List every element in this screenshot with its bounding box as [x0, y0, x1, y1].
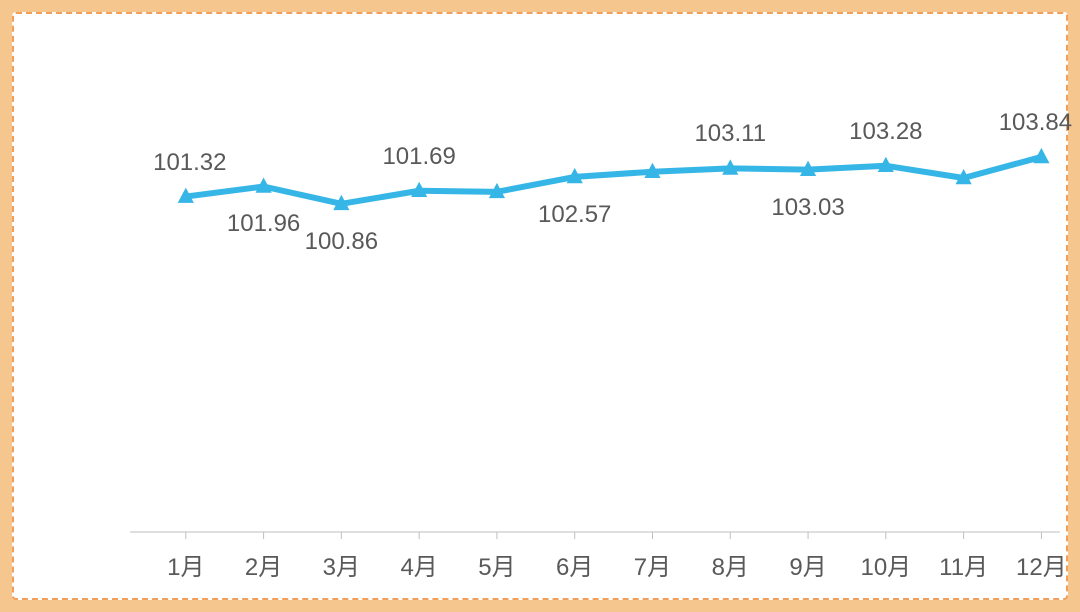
x-tick-label: 4月 — [400, 547, 437, 582]
x-tick-label: 12月 — [1016, 547, 1067, 582]
data-label: 100.86 — [305, 228, 378, 256]
data-label: 103.28 — [849, 118, 922, 146]
x-tick-label: 9月 — [789, 547, 826, 582]
chart-outer-frame: 80.0085.0090.0095.00100.00105.00110.00 1… — [0, 0, 1080, 612]
data-label: 101.96 — [227, 210, 300, 238]
x-tick-label: 8月 — [712, 547, 749, 582]
x-tick-label: 7月 — [634, 547, 671, 582]
x-tick-label: 3月 — [323, 547, 360, 582]
x-tick-label: 6月 — [556, 547, 593, 582]
series-line — [186, 157, 1042, 204]
chart-container: 80.0085.0090.0095.00100.00105.00110.00 1… — [20, 20, 1060, 592]
data-label: 103.84 — [999, 109, 1072, 137]
x-tick-label: 2月 — [245, 547, 282, 582]
x-tick-label: 11月 — [939, 547, 988, 582]
chart-inner-frame: 80.0085.0090.0095.00100.00105.00110.00 1… — [12, 12, 1068, 600]
x-tick-label: 10月 — [860, 547, 911, 582]
data-label: 103.03 — [771, 194, 844, 222]
plot-area: 101.32 101.96100.86 101.69 102.57 103.11 103.… — [130, 60, 1060, 532]
x-tick-label: 1月 — [167, 547, 204, 582]
x-tick-label: 5月 — [478, 547, 515, 582]
x-axis: 1月2月3月4月5月6月7月8月9月10月11月12月 — [130, 532, 1060, 592]
data-label: 102.57 — [538, 201, 611, 229]
y-axis: 80.0085.0090.0095.00100.00105.00110.00 — [20, 20, 130, 592]
data-label: 101.69 — [382, 143, 455, 171]
data-label: 101.32 — [153, 149, 226, 177]
data-label: 103.11 — [694, 120, 766, 148]
